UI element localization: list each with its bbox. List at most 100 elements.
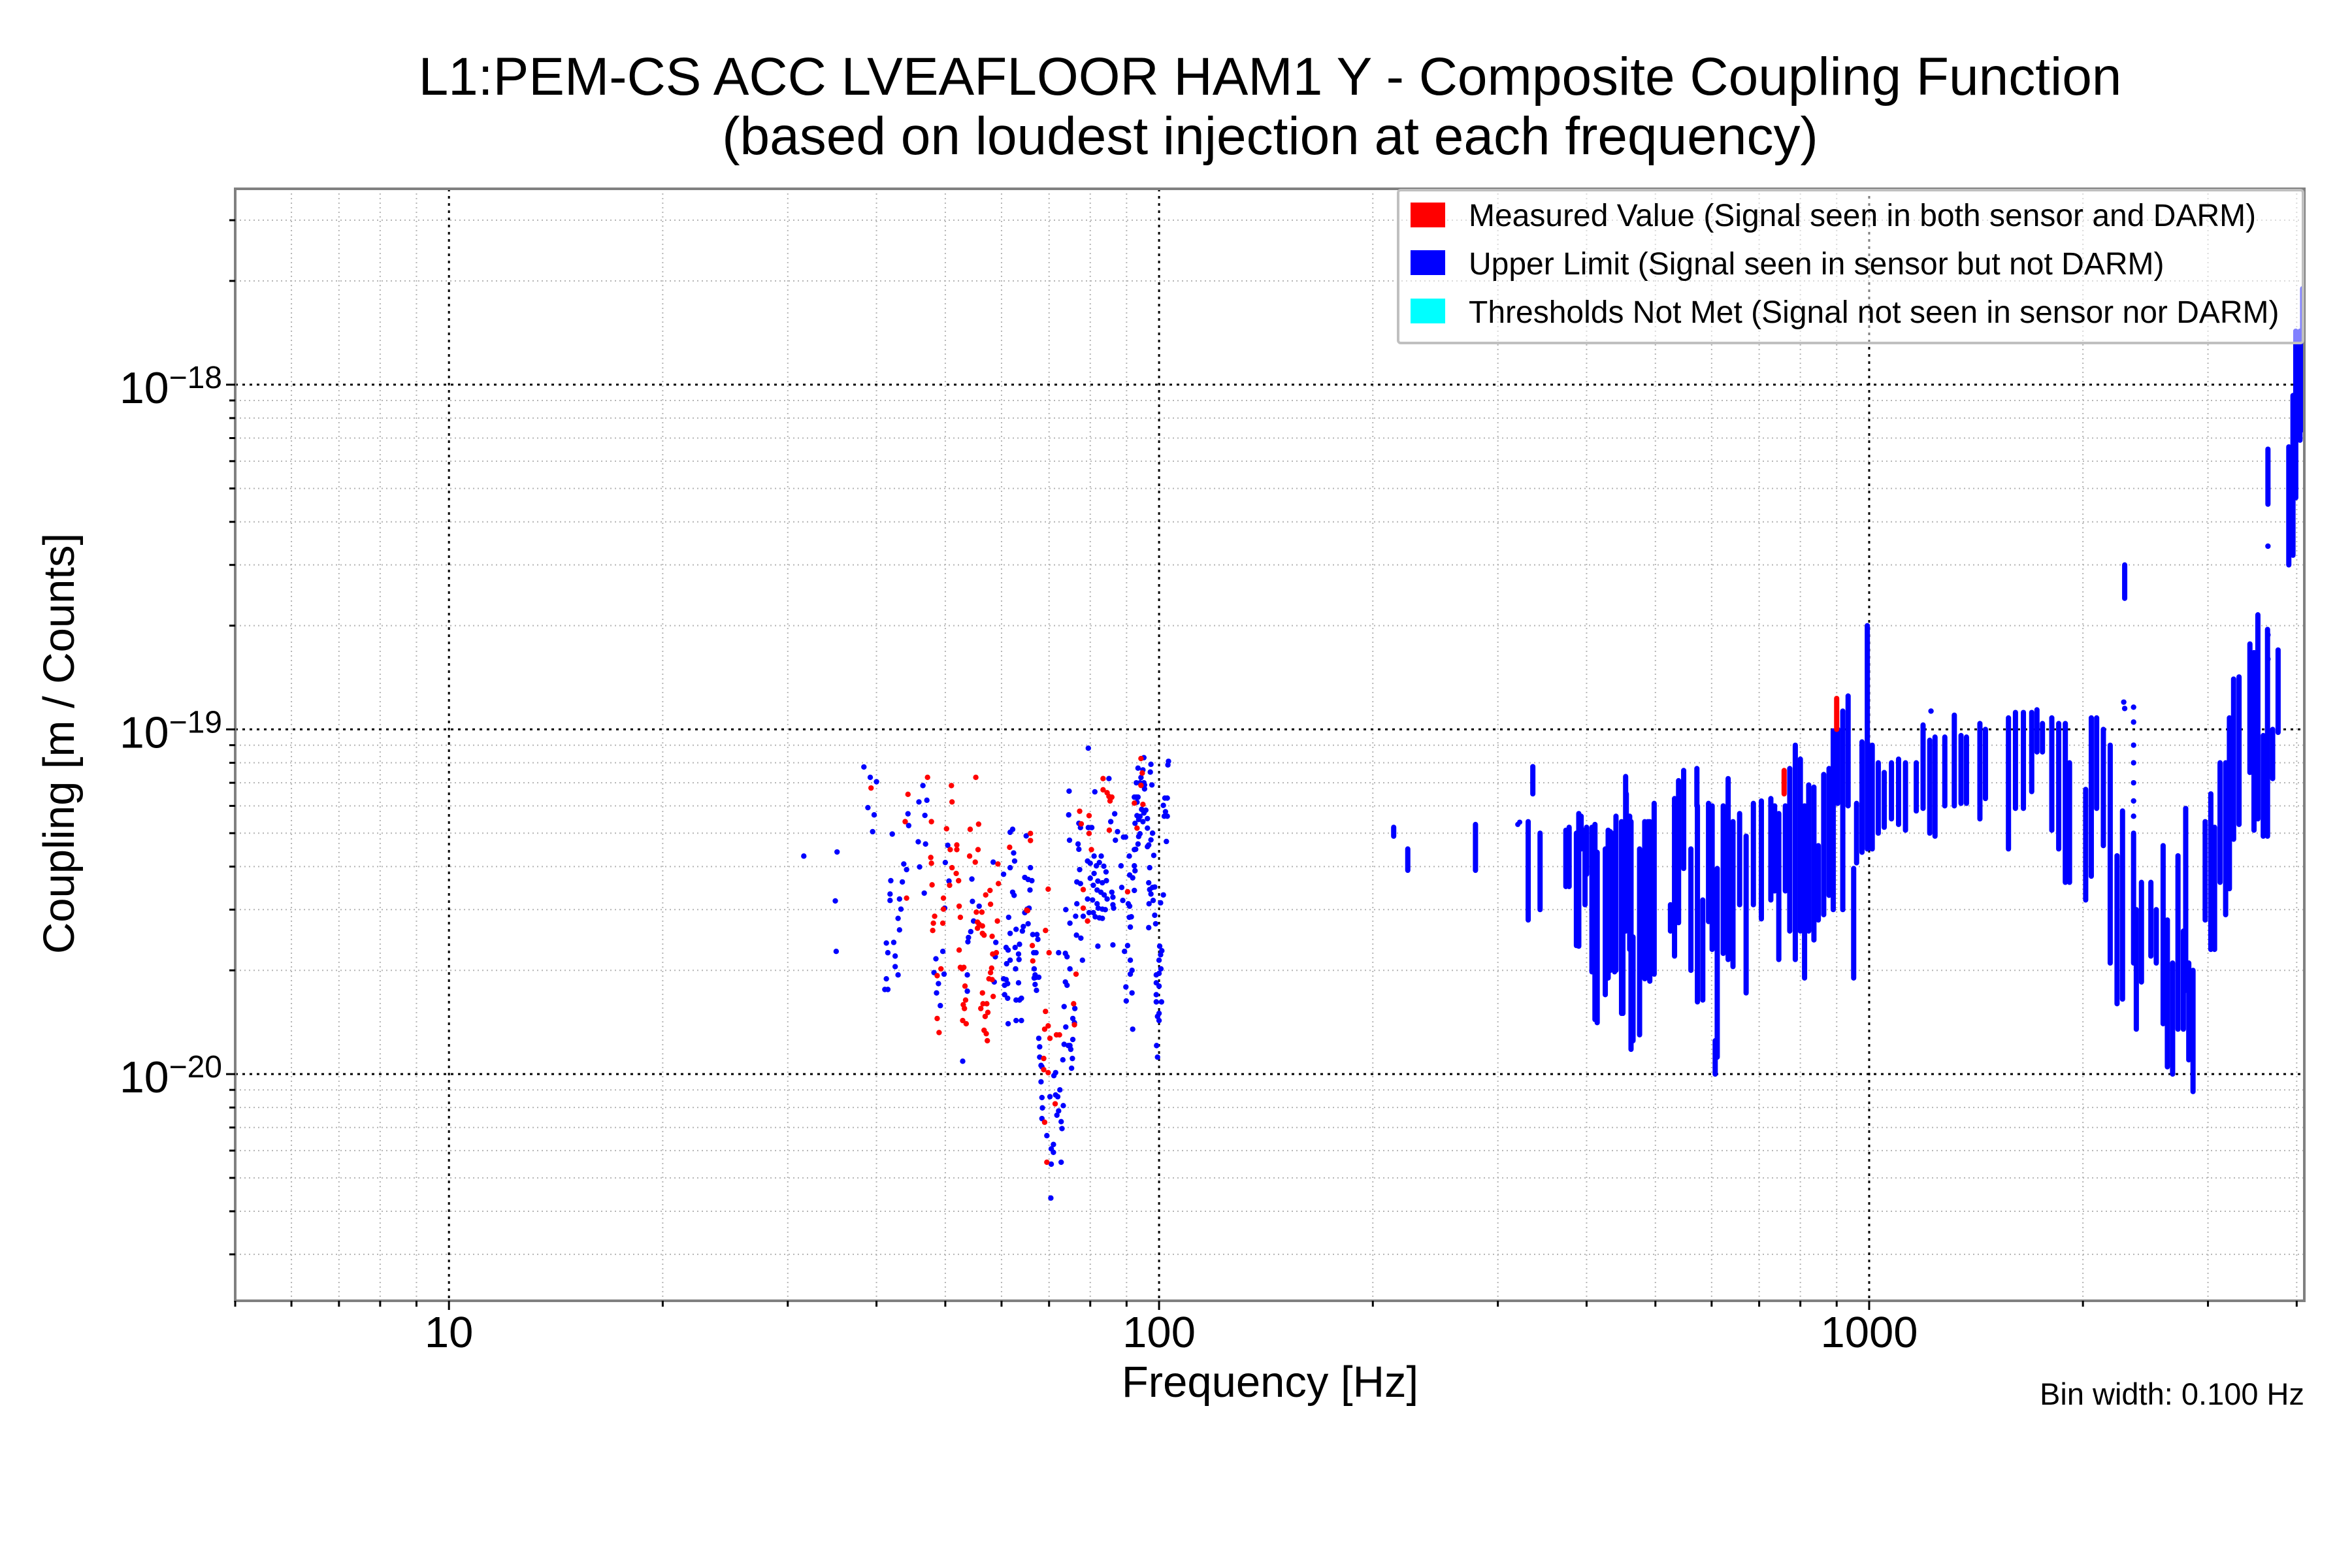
measured-point <box>902 819 908 825</box>
upper-limit-point <box>1073 913 1079 919</box>
upper-limit-point <box>1158 999 1165 1005</box>
upper-limit-point <box>1135 794 1141 800</box>
y-tick-label-base: 10 <box>120 1053 169 1102</box>
measured-point <box>1100 776 1106 781</box>
upper-limit-point <box>1133 846 1139 853</box>
upper-limit-point <box>1132 868 1138 874</box>
upper-limit-point <box>1107 819 1114 825</box>
measured-point <box>1024 907 1031 914</box>
measured-point <box>966 853 973 859</box>
upper-limit-point <box>1007 930 1013 936</box>
upper-limit-point <box>1145 843 1151 850</box>
upper-limit-point <box>1146 901 1152 907</box>
upper-limit-point <box>1111 905 1117 911</box>
upper-limit-point <box>2131 779 2136 786</box>
upper-limit-point <box>1090 897 1096 903</box>
upper-limit-point <box>901 861 907 867</box>
measured-point <box>1041 1026 1048 1032</box>
upper-limit-point <box>1019 928 1026 934</box>
upper-limit-point <box>1034 932 1040 938</box>
upper-limit-point <box>1103 869 1109 875</box>
upper-limit-point <box>1073 932 1079 938</box>
measured-point <box>972 859 978 865</box>
upper-limit-point <box>1070 1036 1076 1043</box>
legend-label-upper-limit: Upper Limit (Signal seen in sensor but n… <box>1469 247 2164 282</box>
upper-limit-point <box>1147 769 1153 775</box>
upper-limit-point <box>1033 950 1039 956</box>
upper-limit-point <box>1021 923 1026 930</box>
upper-limit-point <box>1002 992 1007 998</box>
measured-point <box>949 799 955 805</box>
measured-point <box>975 847 981 853</box>
upper-limit-point <box>1091 853 1097 859</box>
upper-limit-point <box>1127 971 1134 977</box>
upper-limit-point <box>1106 776 1112 781</box>
upper-limit-point <box>1058 1119 1064 1124</box>
upper-limit-point <box>871 812 877 818</box>
upper-limit-point <box>1156 943 1163 949</box>
upper-limit-point <box>1132 887 1137 894</box>
upper-limit-point <box>1137 813 1143 819</box>
measured-point <box>930 920 936 926</box>
upper-limit-point <box>2265 632 2271 638</box>
upper-limit-point <box>1090 882 1096 889</box>
measured-point <box>1139 770 1145 776</box>
upper-limit-point <box>1132 863 1137 869</box>
upper-limit-point <box>1005 981 1011 987</box>
upper-limit-point <box>976 903 982 909</box>
measured-point <box>1086 813 1092 819</box>
measured-point <box>1052 1101 1058 1107</box>
measured-point <box>984 1001 990 1007</box>
measured-point <box>994 918 1000 924</box>
upper-limit-point <box>1063 1024 1069 1030</box>
upper-limit-point <box>1122 834 1128 840</box>
upper-limit-point <box>1032 981 1038 988</box>
measured-point <box>1124 889 1131 895</box>
upper-limit-point <box>1145 815 1151 822</box>
upper-limit-point <box>1123 998 1130 1004</box>
upper-limit-point <box>2131 813 2136 819</box>
measured-point <box>1085 918 1090 924</box>
upper-limit-point <box>1149 782 1155 788</box>
chart-title-line-2: (based on loudest injection at each freq… <box>722 106 1818 166</box>
measured-point <box>963 1021 970 1027</box>
upper-limit-point <box>1015 951 1022 957</box>
measured-point <box>996 881 1002 887</box>
measured-point <box>989 977 995 983</box>
upper-limit-point <box>1103 877 1109 884</box>
chart-title-line-1: L1:PEM-CS ACC LVEAFLOOR HAM1 Y - Composi… <box>419 47 2122 106</box>
upper-limit-point <box>899 879 906 885</box>
upper-limit-point <box>990 859 996 865</box>
upper-limit-point <box>2131 704 2136 710</box>
upper-limit-point <box>968 928 974 935</box>
upper-limit-point <box>933 956 939 962</box>
upper-limit-point <box>969 876 975 882</box>
upper-limit-point <box>1156 957 1162 963</box>
upper-limit-point <box>1126 853 1132 859</box>
y-tick-label-exponent: −18 <box>169 361 222 395</box>
upper-limit-point <box>1148 891 1154 897</box>
upper-limit-point <box>1031 966 1037 972</box>
measured-point <box>988 965 994 972</box>
upper-limit-point <box>1143 807 1149 813</box>
upper-limit-point <box>1141 786 1148 792</box>
measured-point <box>1007 844 1013 851</box>
measured-point <box>934 973 940 979</box>
measured-point <box>1134 825 1140 831</box>
measured-point <box>1041 1119 1048 1125</box>
upper-limit-point <box>1061 1041 1067 1047</box>
upper-limit-point <box>1110 894 1116 900</box>
upper-limit-point <box>1095 878 1101 884</box>
measured-point <box>1043 1008 1049 1015</box>
upper-limit-point <box>941 971 947 977</box>
measured-point <box>960 1017 966 1024</box>
measured-point <box>1044 1159 1050 1166</box>
upper-limit-point <box>1119 885 1125 890</box>
upper-limit-point <box>1102 907 1108 913</box>
upper-limit-point <box>1058 1159 1064 1166</box>
upper-limit-point <box>946 878 952 884</box>
upper-limit-point <box>888 877 894 884</box>
measured-point <box>905 791 911 798</box>
measured-point <box>947 847 953 853</box>
upper-limit-point <box>1147 864 1152 871</box>
